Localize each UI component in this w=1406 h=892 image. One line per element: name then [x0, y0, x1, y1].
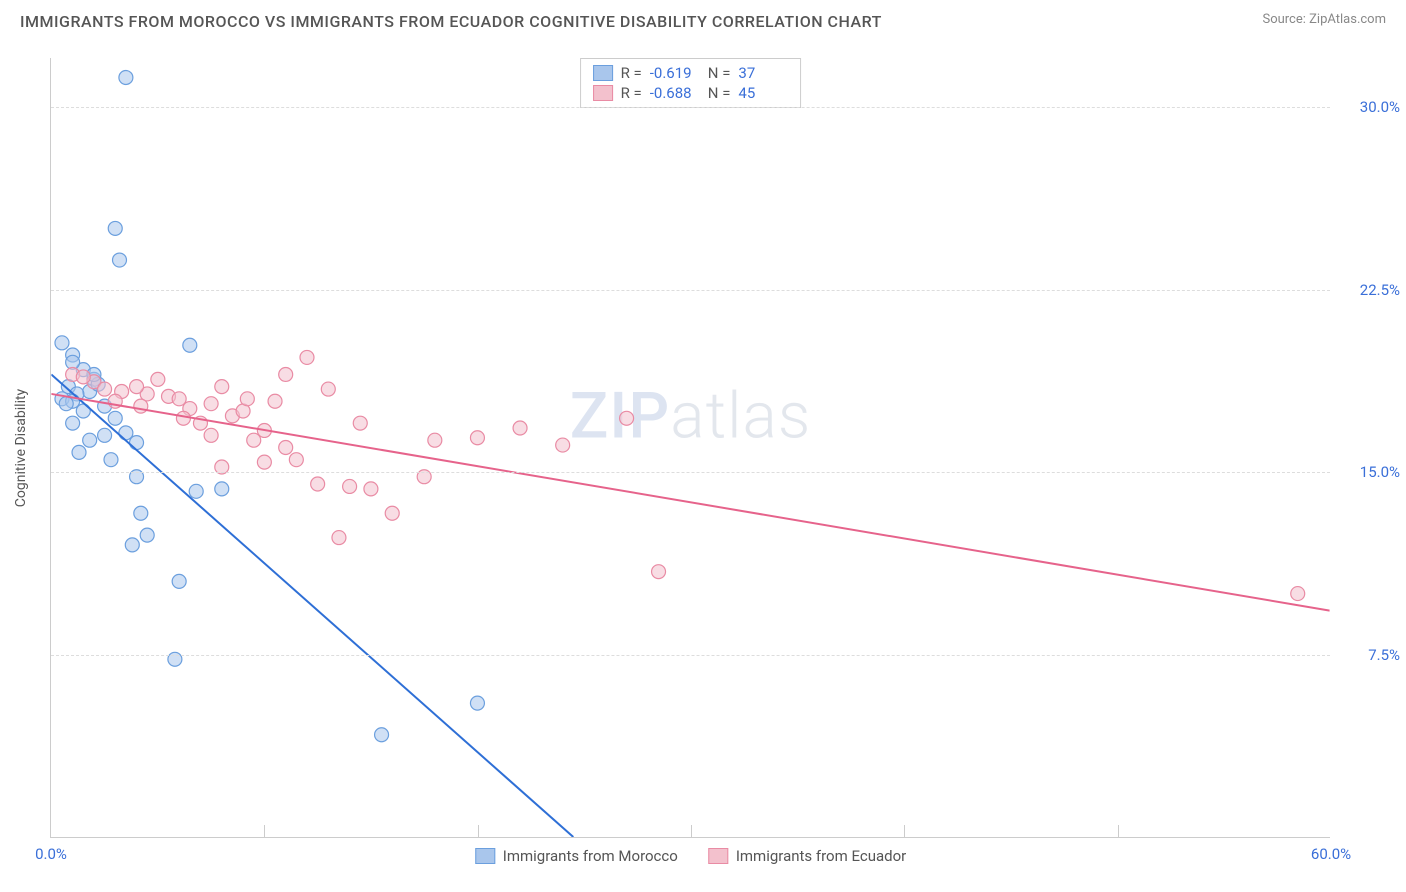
legend-series: Immigrants from Morocco Immigrants from E… [475, 847, 906, 865]
swatch-icon [708, 848, 728, 864]
x-tick-mark [478, 825, 479, 837]
r-label: R = [621, 84, 642, 102]
scatter-point-ecuador [289, 453, 303, 467]
gridline-h [51, 107, 1330, 108]
scatter-point-ecuador [176, 411, 190, 425]
scatter-point-ecuador [279, 441, 293, 455]
scatter-svg [51, 58, 1330, 837]
scatter-point-ecuador [279, 367, 293, 381]
scatter-point-ecuador [556, 438, 570, 452]
scatter-point-ecuador [76, 370, 90, 384]
legend-stats-row-ecuador: R = -0.688 N = 45 [593, 83, 789, 103]
scatter-point-ecuador [428, 433, 442, 447]
scatter-point-morocco [113, 253, 127, 267]
scatter-point-ecuador [513, 421, 527, 435]
scatter-point-morocco [183, 338, 197, 352]
scatter-point-ecuador [134, 399, 148, 413]
legend-label: Immigrants from Morocco [503, 847, 678, 865]
legend-stats: R = -0.619 N = 37 R = -0.688 N = 45 [580, 58, 802, 108]
scatter-point-morocco [108, 221, 122, 235]
x-tick-mark [691, 825, 692, 837]
y-tick-label: 7.5% [1340, 646, 1400, 664]
scatter-point-ecuador [332, 531, 346, 545]
scatter-point-ecuador [268, 394, 282, 408]
scatter-point-ecuador [470, 431, 484, 445]
scatter-point-morocco [83, 433, 97, 447]
n-label: N = [708, 64, 731, 82]
scatter-point-morocco [104, 453, 118, 467]
legend-item-ecuador: Immigrants from Ecuador [708, 847, 906, 865]
scatter-point-morocco [215, 482, 229, 496]
gridline-h [51, 655, 1330, 656]
scatter-point-ecuador [364, 482, 378, 496]
scatter-point-morocco [375, 728, 389, 742]
gridline-h [51, 472, 1330, 473]
n-label: N = [708, 84, 731, 102]
y-tick-label: 15.0% [1340, 463, 1400, 481]
legend-stats-row-morocco: R = -0.619 N = 37 [593, 63, 789, 83]
scatter-point-ecuador [215, 380, 229, 394]
r-value: -0.619 [650, 64, 700, 82]
n-value: 45 [738, 84, 788, 102]
scatter-point-ecuador [385, 506, 399, 520]
scatter-point-ecuador [620, 411, 634, 425]
scatter-point-ecuador [652, 565, 666, 579]
x-tick-mark [1118, 825, 1119, 837]
legend-item-morocco: Immigrants from Morocco [475, 847, 678, 865]
scatter-point-morocco [59, 397, 73, 411]
scatter-point-morocco [55, 336, 69, 350]
trend-line-morocco [51, 374, 573, 837]
scatter-point-morocco [119, 70, 133, 84]
scatter-point-ecuador [204, 428, 218, 442]
scatter-point-morocco [108, 411, 122, 425]
scatter-point-morocco [125, 538, 139, 552]
r-label: R = [621, 64, 642, 82]
scatter-point-ecuador [240, 392, 254, 406]
scatter-point-morocco [98, 428, 112, 442]
scatter-point-morocco [72, 445, 86, 459]
scatter-point-ecuador [204, 397, 218, 411]
swatch-icon [475, 848, 495, 864]
scatter-point-ecuador [1291, 587, 1305, 601]
y-tick-label: 30.0% [1340, 98, 1400, 116]
scatter-point-morocco [66, 416, 80, 430]
scatter-point-ecuador [257, 455, 271, 469]
scatter-point-morocco [470, 696, 484, 710]
r-value: -0.688 [650, 84, 700, 102]
scatter-point-ecuador [321, 382, 335, 396]
scatter-point-ecuador [300, 350, 314, 364]
gridline-h [51, 290, 1330, 291]
scatter-point-morocco [189, 484, 203, 498]
scatter-point-ecuador [98, 382, 112, 396]
scatter-point-ecuador [151, 372, 165, 386]
x-tick-label: 60.0% [1311, 845, 1351, 863]
scatter-point-ecuador [343, 479, 357, 493]
chart-title: IMMIGRANTS FROM MOROCCO VS IMMIGRANTS FR… [20, 12, 882, 31]
legend-label: Immigrants from Ecuador [736, 847, 906, 865]
scatter-point-ecuador [130, 380, 144, 394]
scatter-point-ecuador [353, 416, 367, 430]
y-axis-label: Cognitive Disability [13, 388, 29, 506]
scatter-point-morocco [172, 574, 186, 588]
scatter-point-morocco [140, 528, 154, 542]
y-tick-label: 22.5% [1340, 281, 1400, 299]
source-label: Source: ZipAtlas.com [1262, 12, 1386, 27]
x-tick-label: 0.0% [35, 845, 67, 863]
scatter-point-morocco [134, 506, 148, 520]
x-tick-mark [264, 825, 265, 837]
swatch-icon [593, 65, 613, 81]
chart-plot-area: Cognitive Disability ZIPatlas R =-0.619N… [50, 58, 1330, 838]
swatch-icon [593, 85, 613, 101]
x-tick-mark [904, 825, 905, 837]
scatter-point-ecuador [311, 477, 325, 491]
trend-line-ecuador [51, 394, 1329, 611]
scatter-point-morocco [130, 436, 144, 450]
n-value: 37 [738, 64, 788, 82]
